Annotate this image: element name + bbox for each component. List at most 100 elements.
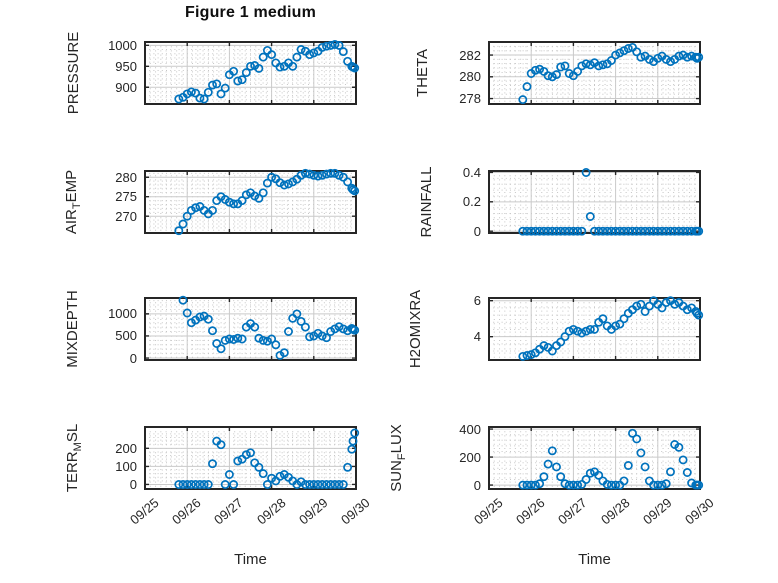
- data-point-marker: [186, 480, 196, 489]
- data-point-marker: [317, 170, 327, 180]
- data-point-marker: [518, 480, 528, 490]
- tick-marks: [488, 171, 701, 233]
- data-point-marker: [623, 226, 633, 236]
- data-point-marker: [330, 480, 340, 489]
- data-point-marker: [649, 226, 659, 236]
- ylabel-sun-flux: SUNFLUX: [388, 424, 408, 492]
- data-point-marker: [649, 480, 659, 490]
- axes-frame: [488, 41, 701, 105]
- subplot-H2OMIXRA: [488, 296, 704, 361]
- data-point-marker: [628, 428, 637, 438]
- data-point-marker: [628, 226, 637, 236]
- data-point-marker: [241, 190, 251, 200]
- data-point-marker: [556, 472, 566, 482]
- data-point-marker: [526, 226, 536, 236]
- data-point-marker: [606, 226, 616, 236]
- data-point-marker: [309, 48, 319, 58]
- data-point-marker: [195, 480, 205, 489]
- data-point-marker: [220, 480, 230, 489]
- data-point-marker: [191, 480, 201, 489]
- ytick-label-THETA: 280: [459, 69, 481, 84]
- data-point-marker: [661, 226, 671, 236]
- data-point-marker: [594, 61, 604, 71]
- data-point-marker: [199, 480, 209, 489]
- data-points: [178, 295, 360, 360]
- data-point-marker: [313, 480, 323, 489]
- data-point-marker: [258, 469, 268, 479]
- data-point-marker: [678, 226, 688, 236]
- data-point-marker: [615, 226, 625, 236]
- ylabel-air-temp: AIRTEMP: [63, 169, 83, 235]
- ylabel-terr-msl: TERRMSL: [64, 423, 84, 493]
- data-point-marker: [258, 335, 268, 345]
- data-point-marker: [694, 226, 704, 236]
- data-point-marker: [271, 58, 281, 68]
- data-point-marker: [330, 168, 340, 178]
- data-point-marker: [254, 63, 264, 73]
- data-point-marker: [682, 226, 692, 236]
- data-point-marker: [522, 480, 532, 490]
- data-point-marker: [556, 226, 566, 236]
- minor-grid: [489, 427, 700, 489]
- data-point-marker: [644, 226, 654, 236]
- data-point-marker: [636, 52, 646, 62]
- data-point-marker: [322, 333, 331, 343]
- data-point-marker: [530, 226, 540, 236]
- data-point-marker: [317, 480, 327, 489]
- data-point-marker: [267, 50, 277, 60]
- data-point-marker: [279, 348, 289, 358]
- ytick-label-MIXDEPTH: 0: [129, 351, 137, 366]
- data-point-marker: [682, 305, 692, 315]
- data-point-marker: [564, 326, 574, 336]
- data-point-marker: [623, 461, 633, 470]
- data-point-marker: [305, 480, 315, 489]
- data-point-marker: [279, 180, 289, 190]
- data-point-marker: [275, 62, 285, 72]
- data-point-marker: [208, 205, 217, 215]
- data-point-marker: [191, 203, 201, 213]
- data-point-marker: [241, 450, 251, 460]
- data-point-marker: [522, 226, 532, 236]
- data-point-marker: [338, 47, 348, 57]
- data-point-marker: [611, 321, 621, 331]
- data-point-marker: [203, 87, 213, 97]
- data-point-marker: [224, 470, 234, 479]
- data-point-marker: [300, 168, 310, 178]
- data-point-marker: [632, 226, 642, 236]
- data-point-marker: [535, 64, 545, 74]
- data-point-marker: [178, 295, 188, 305]
- data-point-marker: [178, 219, 188, 229]
- data-point-marker: [305, 50, 315, 60]
- data-point-marker: [182, 308, 192, 318]
- data-point-marker: [254, 193, 264, 203]
- subplot-THETA: [488, 41, 704, 105]
- data-point-marker: [577, 61, 587, 71]
- data-point-marker: [254, 333, 264, 343]
- data-point-marker: [611, 480, 621, 490]
- data-point-marker: [322, 41, 331, 51]
- data-point-marker: [300, 322, 310, 332]
- data-point-marker: [237, 196, 247, 206]
- data-point-marker: [644, 476, 654, 486]
- data-point-marker: [564, 226, 574, 236]
- ytick-label-THETA: 282: [459, 48, 481, 63]
- data-point-marker: [203, 480, 213, 489]
- data-point-marker: [241, 68, 251, 78]
- data-point-marker: [518, 226, 528, 236]
- data-point-marker: [556, 337, 566, 347]
- ytick-label-RAINFALL: 0: [473, 224, 481, 239]
- data-point-marker: [518, 351, 528, 361]
- data-point-marker: [182, 89, 192, 99]
- data-point-marker: [296, 45, 306, 54]
- data-point-marker: [522, 351, 532, 360]
- data-point-marker: [216, 89, 226, 99]
- data-point-marker: [271, 340, 281, 350]
- data-point-marker: [224, 334, 234, 344]
- data-point-marker: [334, 40, 344, 50]
- data-point-marker: [262, 45, 272, 55]
- data-point-marker: [343, 462, 353, 472]
- axes-frame: [144, 41, 357, 105]
- data-point-marker: [292, 309, 302, 319]
